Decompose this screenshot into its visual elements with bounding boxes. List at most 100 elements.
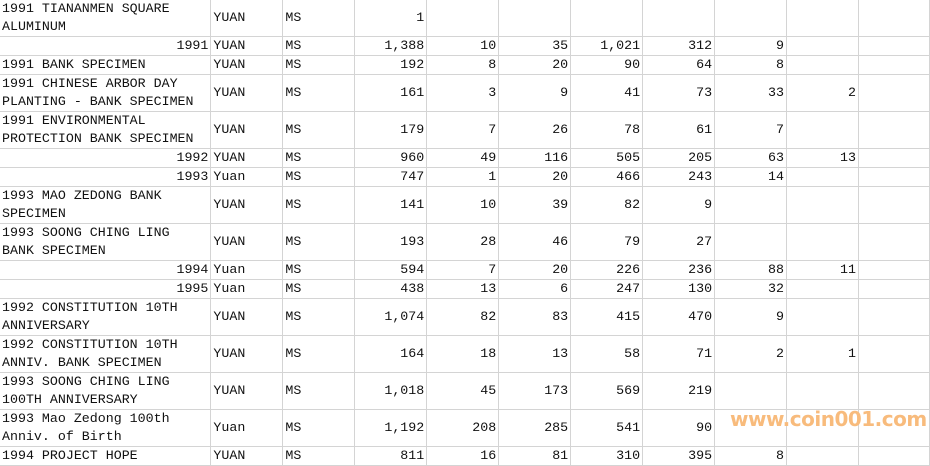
cell-count[interactable]: 49 <box>426 148 500 168</box>
cell-count[interactable]: 285 <box>498 409 572 447</box>
cell-count[interactable] <box>786 55 859 75</box>
cell-count[interactable] <box>426 0 500 37</box>
cell-count[interactable]: 9 <box>714 298 788 336</box>
cell-count[interactable]: 1 <box>786 335 859 373</box>
cell-count[interactable]: 82 <box>570 186 644 224</box>
cell-count[interactable]: 20 <box>498 167 572 187</box>
cell-name[interactable]: 1994 PROJECT HOPE <box>0 446 212 466</box>
cell-unit[interactable]: YUAN <box>210 223 284 261</box>
cell-total[interactable]: 1,388 <box>354 36 428 56</box>
cell-count[interactable] <box>714 372 788 410</box>
cell-grade[interactable]: MS <box>282 74 356 112</box>
cell-empty[interactable] <box>858 446 930 466</box>
cell-name[interactable]: 1993 SOONG CHING LING 100TH ANNIVERSARY <box>0 372 212 410</box>
cell-count[interactable]: 205 <box>642 148 716 168</box>
cell-count[interactable]: 395 <box>642 446 716 466</box>
cell-unit[interactable]: YUAN <box>210 111 284 149</box>
cell-grade[interactable]: MS <box>282 298 356 336</box>
cell-count[interactable]: 82 <box>426 298 500 336</box>
cell-count[interactable] <box>714 409 788 447</box>
cell-total[interactable]: 1,074 <box>354 298 428 336</box>
cell-count[interactable] <box>786 167 859 187</box>
cell-count[interactable]: 247 <box>570 279 644 299</box>
cell-unit[interactable]: YUAN <box>210 335 284 373</box>
cell-count[interactable]: 27 <box>642 223 716 261</box>
cell-count[interactable]: 90 <box>642 409 716 447</box>
cell-empty[interactable] <box>858 409 930 447</box>
cell-count[interactable] <box>786 298 859 336</box>
cell-empty[interactable] <box>858 260 930 280</box>
cell-name[interactable]: 1993 SOONG CHING LING BANK SPECIMEN <box>0 223 212 261</box>
cell-unit[interactable]: YUAN <box>210 74 284 112</box>
cell-name[interactable]: 1991 <box>0 36 212 56</box>
cell-grade[interactable]: MS <box>282 111 356 149</box>
cell-grade[interactable]: MS <box>282 167 356 187</box>
cell-count[interactable]: 7 <box>714 111 788 149</box>
cell-count[interactable]: 71 <box>642 335 716 373</box>
cell-count[interactable] <box>498 0 572 37</box>
cell-count[interactable]: 14 <box>714 167 788 187</box>
cell-grade[interactable]: MS <box>282 446 356 466</box>
cell-count[interactable]: 219 <box>642 372 716 410</box>
cell-grade[interactable]: MS <box>282 260 356 280</box>
cell-count[interactable]: 8 <box>714 55 788 75</box>
cell-count[interactable]: 58 <box>570 335 644 373</box>
cell-count[interactable]: 64 <box>642 55 716 75</box>
cell-total[interactable]: 164 <box>354 335 428 373</box>
cell-total[interactable]: 594 <box>354 260 428 280</box>
cell-name[interactable]: 1993 MAO ZEDONG BANK SPECIMEN <box>0 186 212 224</box>
cell-unit[interactable]: YUAN <box>210 446 284 466</box>
cell-name[interactable]: 1991 TIANANMEN SQUARE ALUMINUM <box>0 0 212 37</box>
cell-count[interactable]: 81 <box>498 446 572 466</box>
cell-count[interactable]: 20 <box>498 55 572 75</box>
cell-count[interactable]: 243 <box>642 167 716 187</box>
cell-total[interactable]: 438 <box>354 279 428 299</box>
cell-count[interactable]: 470 <box>642 298 716 336</box>
cell-unit[interactable]: YUAN <box>210 148 284 168</box>
cell-empty[interactable] <box>858 0 930 37</box>
cell-name[interactable]: 1994 <box>0 260 212 280</box>
cell-count[interactable]: 13 <box>786 148 859 168</box>
cell-count[interactable]: 312 <box>642 36 716 56</box>
cell-count[interactable]: 10 <box>426 36 500 56</box>
cell-count[interactable]: 1,021 <box>570 36 644 56</box>
cell-total[interactable]: 141 <box>354 186 428 224</box>
cell-count[interactable] <box>642 0 716 37</box>
cell-unit[interactable]: Yuan <box>210 409 284 447</box>
cell-total[interactable]: 811 <box>354 446 428 466</box>
cell-count[interactable] <box>714 0 788 37</box>
cell-total[interactable]: 1 <box>354 0 428 37</box>
cell-count[interactable]: 2 <box>786 74 859 112</box>
cell-count[interactable]: 16 <box>426 446 500 466</box>
cell-count[interactable]: 45 <box>426 372 500 410</box>
cell-count[interactable]: 7 <box>426 260 500 280</box>
cell-empty[interactable] <box>858 167 930 187</box>
cell-total[interactable]: 1,018 <box>354 372 428 410</box>
cell-name[interactable]: 1992 CONSTITUTION 10TH ANNIVERSARY <box>0 298 212 336</box>
cell-count[interactable]: 541 <box>570 409 644 447</box>
cell-name[interactable]: 1991 BANK SPECIMEN <box>0 55 212 75</box>
cell-count[interactable] <box>786 279 859 299</box>
cell-empty[interactable] <box>858 74 930 112</box>
cell-empty[interactable] <box>858 36 930 56</box>
cell-count[interactable]: 90 <box>570 55 644 75</box>
cell-grade[interactable]: MS <box>282 55 356 75</box>
cell-total[interactable]: 179 <box>354 111 428 149</box>
cell-count[interactable]: 208 <box>426 409 500 447</box>
cell-grade[interactable]: MS <box>282 409 356 447</box>
cell-count[interactable]: 130 <box>642 279 716 299</box>
cell-count[interactable]: 8 <box>714 446 788 466</box>
cell-count[interactable] <box>714 186 788 224</box>
cell-total[interactable]: 960 <box>354 148 428 168</box>
cell-count[interactable]: 41 <box>570 74 644 112</box>
cell-count[interactable]: 28 <box>426 223 500 261</box>
cell-grade[interactable]: MS <box>282 36 356 56</box>
cell-unit[interactable]: Yuan <box>210 260 284 280</box>
cell-count[interactable]: 2 <box>714 335 788 373</box>
cell-count[interactable]: 83 <box>498 298 572 336</box>
cell-count[interactable]: 46 <box>498 223 572 261</box>
cell-count[interactable]: 9 <box>642 186 716 224</box>
cell-count[interactable]: 415 <box>570 298 644 336</box>
cell-name[interactable]: 1995 <box>0 279 212 299</box>
cell-count[interactable] <box>786 409 859 447</box>
